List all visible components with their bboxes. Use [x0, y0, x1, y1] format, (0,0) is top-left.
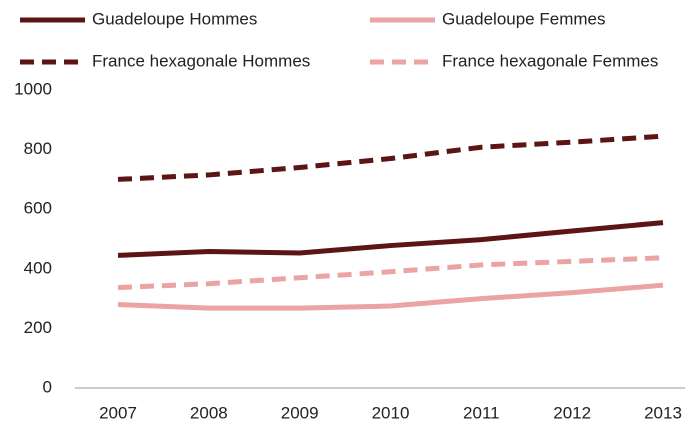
series-line [117, 282, 664, 311]
series-line [117, 220, 664, 258]
x-tick-label: 2009 [281, 403, 319, 422]
y-tick-label: 600 [24, 199, 52, 218]
legend-label: Guadeloupe Hommes [92, 9, 257, 28]
y-tick-label: 0 [43, 377, 52, 396]
x-tick-label: 2008 [190, 403, 228, 422]
legend-label: Guadeloupe Femmes [442, 9, 605, 28]
legend-label: France hexagonale Femmes [442, 51, 658, 70]
series-line [117, 133, 664, 182]
y-tick-label: 200 [24, 318, 52, 337]
legend-label: France hexagonale Hommes [92, 51, 310, 70]
x-tick-label: 2012 [553, 403, 591, 422]
y-tick-label: 1000 [14, 79, 52, 98]
y-tick-label: 400 [24, 258, 52, 277]
x-tick-label: 2013 [644, 403, 682, 422]
series-line [117, 255, 664, 291]
x-tick-label: 2011 [463, 403, 500, 422]
x-tick-label: 2007 [99, 403, 137, 422]
y-tick-label: 800 [24, 139, 52, 158]
x-tick-label: 2010 [372, 403, 410, 422]
